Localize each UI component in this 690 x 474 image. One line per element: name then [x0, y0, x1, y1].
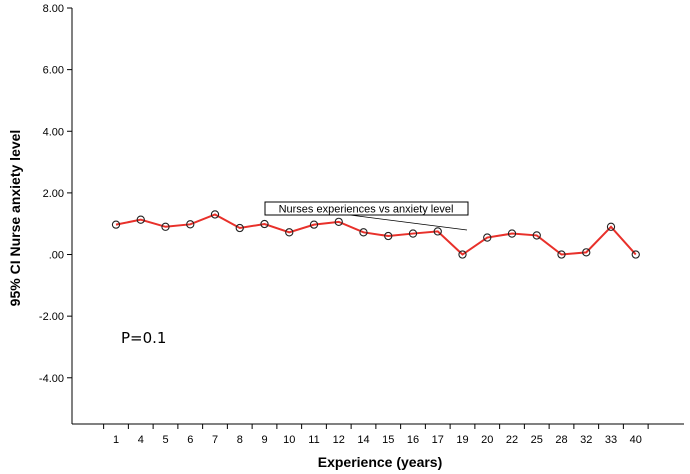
data-point	[483, 233, 492, 242]
y-axis-title: 95% CI Nurse anxiety level	[7, 130, 23, 307]
y-tick-label: 2.00	[43, 188, 64, 200]
data-point	[359, 228, 368, 237]
data-point	[433, 227, 442, 236]
x-tick-label: 15	[382, 434, 394, 446]
data-point	[309, 220, 319, 229]
data-point	[532, 231, 541, 240]
x-tick-label: 33	[605, 434, 617, 446]
annotation-leader	[349, 214, 468, 231]
x-tick-label: 40	[630, 434, 642, 446]
data-point	[557, 250, 566, 259]
data-point	[111, 220, 121, 229]
series-line-path	[115, 213, 637, 256]
data-point	[631, 250, 640, 259]
data-point	[582, 248, 591, 257]
p-value-label: P=0.1	[121, 329, 166, 347]
x-tick-label: 1	[113, 434, 119, 446]
data-point	[136, 215, 145, 224]
x-tick-label: 19	[456, 434, 468, 446]
x-tick-label: 6	[187, 434, 193, 446]
x-tick-label: 12	[333, 434, 345, 446]
x-axis-title: Experience (years)	[318, 454, 443, 470]
data-point	[408, 229, 418, 238]
x-tick-label: 22	[506, 434, 518, 446]
series-line	[115, 213, 637, 256]
x-tick-label: 14	[357, 434, 369, 446]
x-tick-label: 32	[580, 434, 592, 446]
y-tick-label: 4.00	[43, 126, 64, 138]
data-point	[186, 220, 195, 229]
x-tick-label: 28	[555, 434, 567, 446]
x-tick-label: 17	[432, 434, 444, 446]
x-tick-label: 5	[162, 434, 168, 446]
data-point	[458, 250, 467, 259]
data-point	[260, 219, 269, 229]
annotation: Nurses experiences vs anxiety level	[264, 201, 469, 231]
data-point	[507, 229, 517, 238]
y-tick-label: 6.00	[43, 65, 64, 77]
y-tick-label: -2.00	[39, 311, 64, 323]
axes	[71, 8, 684, 425]
x-tick-label: 4	[138, 434, 144, 446]
data-point	[285, 228, 294, 237]
annotation-box	[264, 201, 469, 216]
x-tick-label: 20	[481, 434, 493, 446]
x-tick-label: 16	[407, 434, 419, 446]
y-tick-label: 8.00	[43, 3, 64, 15]
data-point	[334, 217, 343, 227]
data-point	[161, 222, 170, 231]
data-point	[235, 223, 244, 233]
x-tick-label: 8	[237, 434, 243, 446]
x-tick-label: 10	[283, 434, 295, 446]
x-tick-label: 11	[308, 434, 319, 446]
annotation-text: Nurses experiences vs anxiety level	[279, 204, 454, 216]
y-tick-label: -4.00	[39, 373, 64, 385]
data-point	[210, 210, 220, 219]
data-points	[111, 210, 640, 259]
x-ticks: 1 4 5 6 7 8 9 10 11 12 14 15 16 17 19 20 22 25 28 32 33 40	[103, 424, 649, 446]
x-tick-label: 9	[261, 434, 267, 446]
data-point	[384, 231, 393, 241]
y-tick-label: .00	[49, 250, 64, 262]
y-ticks: 8.00 6.00 4.00 2.00 .00 -2.00 -4.00	[39, 3, 72, 385]
x-tick-label: 25	[531, 434, 543, 446]
data-point	[606, 222, 616, 231]
x-tick-label: 7	[212, 434, 218, 446]
